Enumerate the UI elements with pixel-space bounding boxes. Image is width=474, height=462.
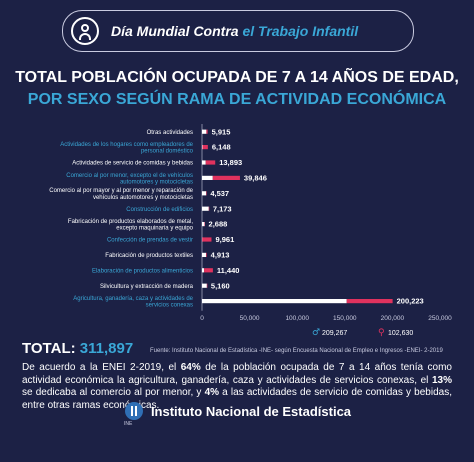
ine-logo-icon	[124, 402, 143, 420]
x-tick-label: 50,000	[240, 315, 260, 322]
bar-female	[206, 283, 208, 288]
bar-male	[202, 175, 213, 180]
bar-female	[346, 299, 393, 304]
category-label-line: Comercio al por menor, excepto el de veh…	[66, 173, 193, 179]
bar-male	[202, 206, 209, 211]
category-label-line: Agricultura, ganadería, caza y actividad…	[73, 296, 193, 302]
bar-female	[202, 145, 208, 150]
bar-male	[202, 129, 207, 134]
banner-text-b: el Trabajo Infantil	[242, 23, 359, 39]
category-label-line: personal doméstico	[141, 149, 194, 155]
category-label-line: Actividades de servicio de comidas y beb…	[72, 161, 193, 167]
x-tick-label: 100,000	[285, 315, 309, 322]
category-label-line: vehículos automotores y motocicletas	[93, 195, 193, 201]
chart-title-line1: TOTAL POBLACIÓN OCUPADA DE 7 A 14 AÑOS D…	[15, 69, 459, 86]
category-label-line: automotores y motocicletas	[120, 179, 193, 185]
category-label-line: Otras actividades	[147, 130, 193, 136]
data-label: 4,537	[210, 189, 229, 198]
banner-title: Día Mundial Contra el Trabajo Infantil	[111, 23, 358, 39]
female-icon: ⚲	[378, 328, 385, 338]
category-label: Elaboración de productos alimenticios	[92, 269, 193, 275]
data-label: 2,688	[209, 220, 228, 229]
category-label-line: Confección de prendas de vestir	[107, 238, 193, 244]
total-text: TOTAL:	[22, 340, 76, 357]
category-label: Actividades de los hogares como empleado…	[60, 142, 193, 155]
category-label: Confección de prendas de vestir	[107, 238, 193, 244]
data-label: 13,893	[219, 158, 242, 167]
bar-male	[202, 252, 206, 257]
bar-male	[202, 268, 205, 273]
legend-male-total: 209,267	[322, 330, 347, 337]
bar-male	[202, 160, 206, 165]
category-label: Actividades de servicio de comidas y beb…	[72, 161, 193, 167]
bar-female	[206, 129, 208, 134]
bar-male	[202, 191, 207, 196]
footer-logo: Instituto Nacional de Estadística	[118, 400, 358, 422]
data-label: 9,961	[215, 235, 234, 244]
category-label: Comercio al por menor, excepto el de veh…	[66, 173, 193, 186]
banner: Día Mundial Contra el Trabajo Infantil	[62, 10, 414, 52]
total-label: TOTAL: 311,897	[22, 340, 133, 357]
category-label-line: Elaboración de productos alimenticios	[92, 269, 193, 275]
bar-female	[204, 222, 205, 227]
category-label-line: servicios conexas	[146, 303, 193, 309]
category-label-line: Silvicultura y extracción de madera	[100, 284, 194, 290]
para-bold-1: 64%	[180, 362, 201, 373]
para-text-2: de la población ocupada de 7 a 14 años t…	[22, 362, 452, 386]
data-label: 11,440	[217, 266, 240, 275]
bar-female	[208, 206, 210, 211]
x-tick-label: 0	[200, 315, 204, 322]
footer-name: Instituto Nacional de Estadística	[150, 403, 352, 419]
bar-female	[212, 175, 240, 180]
legend-female-total: 102,630	[388, 330, 413, 337]
category-label: Agricultura, ganadería, caza y actividad…	[73, 296, 193, 309]
category-label-line: Comercio al por mayor y al por menor y r…	[49, 188, 193, 194]
bar-female	[204, 268, 213, 273]
para-bold-2: 13%	[431, 374, 452, 386]
category-label: Comercio al por mayor y al por menor y r…	[49, 188, 193, 201]
summary-paragraph: De acuerdo a la ENEI 2-2019, el 64% de l…	[22, 362, 452, 412]
bar-female	[202, 237, 212, 242]
category-label: Construcción de edificios	[126, 207, 193, 213]
data-label: 39,846	[244, 174, 267, 183]
category-label: Fabricación de productos textiles	[105, 253, 193, 259]
ine-abbr: INE	[124, 421, 133, 427]
bar-male	[202, 145, 203, 150]
data-label: 4,913	[211, 251, 230, 260]
bar-male	[202, 222, 205, 227]
data-label: 7,173	[213, 204, 232, 213]
source-note: Fuente: Instituto Nacional de Estadístic…	[150, 348, 443, 354]
data-label: 6,148	[212, 143, 231, 152]
banner-text-a: Día Mundial Contra	[111, 23, 239, 39]
para-text-4: a las actividades de servicio de comidas…	[22, 387, 452, 411]
category-label: Fabricación de productos elaborados de m…	[68, 219, 194, 232]
data-label: 200,223	[397, 297, 424, 306]
category-label-line: Fabricación de productos textiles	[105, 253, 193, 259]
bar-female	[206, 191, 207, 196]
data-label: 5,160	[211, 281, 230, 290]
data-label: 5,915	[212, 127, 231, 136]
category-label-line: excepto maquinaria y equipo	[116, 226, 193, 232]
male-icon: ♂	[312, 328, 320, 338]
x-tick-label: 250,000	[428, 315, 452, 322]
chart-title-line2: POR SEXO SEGÚN RAMA DE ACTIVIDAD ECONÓMI…	[27, 91, 447, 108]
para-bold-3: 4%	[204, 387, 220, 399]
bar-female	[205, 252, 207, 257]
bar-male	[202, 283, 207, 288]
para-text-1: De acuerdo a la ENEI 2-2019, el	[22, 362, 181, 373]
category-label-line: Construcción de edificios	[126, 207, 193, 213]
child-icon	[71, 17, 99, 45]
x-tick-label: 200,000	[381, 315, 405, 322]
category-label-line: Fabricación de productos elaborados de m…	[68, 219, 193, 225]
para-text-3: se dedicaba al comercio al por menor, y	[22, 387, 205, 399]
category-label-line: Actividades de los hogares como empleado…	[60, 142, 193, 148]
category-label: Otras actividades	[147, 130, 193, 136]
bar-female	[205, 160, 216, 165]
category-label: Silvicultura y extracción de madera	[100, 284, 194, 290]
bar-male	[202, 299, 347, 304]
total-value: 311,897	[79, 340, 134, 357]
x-tick-label: 150,000	[333, 315, 357, 322]
